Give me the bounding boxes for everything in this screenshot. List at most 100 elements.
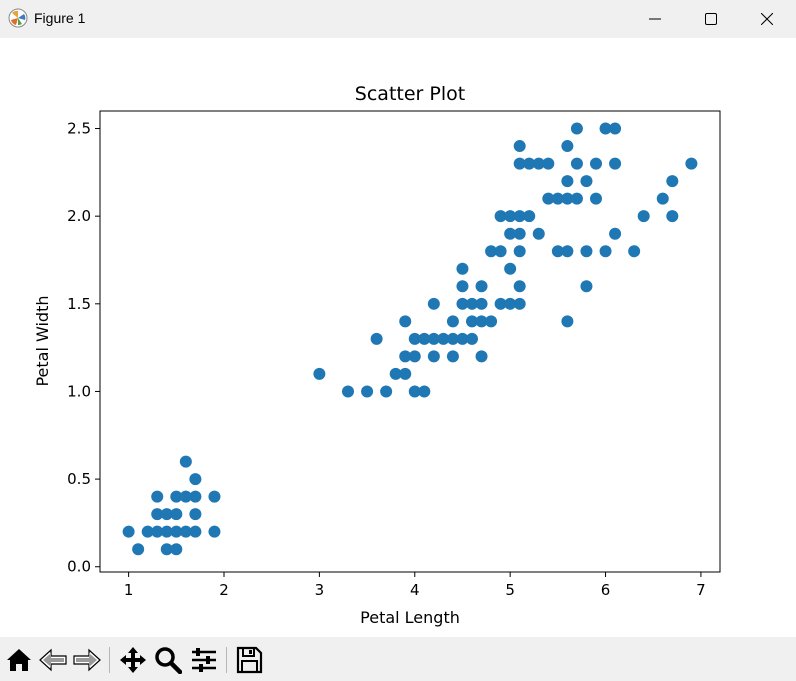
y-tick-label: 1.0 bbox=[67, 382, 91, 400]
zoom-button[interactable] bbox=[153, 645, 183, 675]
pan-move-icon bbox=[120, 647, 146, 673]
data-point bbox=[418, 385, 431, 398]
data-point bbox=[590, 192, 602, 205]
data-point bbox=[427, 350, 440, 363]
data-point bbox=[513, 280, 526, 293]
data-point bbox=[160, 508, 173, 521]
data-point bbox=[446, 315, 459, 328]
data-point bbox=[141, 525, 154, 538]
x-tick-label: 5 bbox=[505, 581, 515, 599]
data-point bbox=[504, 262, 517, 275]
data-point bbox=[399, 350, 412, 363]
data-point bbox=[170, 525, 183, 538]
data-point bbox=[485, 245, 498, 258]
data-point bbox=[170, 543, 183, 556]
x-tick-label: 3 bbox=[315, 581, 325, 599]
window-titlebar: Figure 1 bbox=[0, 0, 796, 38]
data-point bbox=[561, 192, 574, 205]
data-point bbox=[475, 315, 488, 328]
back-arrow-icon bbox=[39, 648, 67, 672]
data-point bbox=[408, 350, 421, 363]
data-point bbox=[494, 245, 507, 258]
window-title: Figure 1 bbox=[34, 10, 86, 26]
x-tick-label: 7 bbox=[696, 581, 706, 599]
data-points bbox=[122, 122, 698, 556]
data-point bbox=[609, 122, 622, 135]
x-tick-label: 4 bbox=[410, 581, 420, 599]
minimize-button[interactable] bbox=[626, 0, 684, 38]
data-point bbox=[485, 315, 498, 328]
data-point bbox=[628, 245, 641, 258]
forward-arrow-icon bbox=[73, 648, 101, 672]
data-point bbox=[513, 297, 526, 310]
back-button[interactable] bbox=[38, 645, 68, 675]
data-point bbox=[666, 175, 679, 188]
y-axis-label: Petal Width bbox=[33, 295, 52, 386]
data-point bbox=[542, 157, 555, 170]
data-point bbox=[599, 245, 612, 258]
data-point bbox=[580, 245, 593, 258]
y-tick-label: 2.0 bbox=[67, 207, 91, 225]
y-tick-label: 0.5 bbox=[67, 470, 91, 488]
data-point bbox=[570, 157, 583, 170]
data-point bbox=[475, 280, 488, 293]
home-button[interactable] bbox=[4, 645, 34, 675]
y-tick-label: 2.5 bbox=[67, 120, 91, 138]
data-point bbox=[513, 140, 526, 153]
data-point bbox=[561, 140, 574, 153]
data-point bbox=[446, 332, 459, 345]
data-point bbox=[504, 210, 517, 223]
minimize-icon bbox=[649, 18, 661, 20]
data-point bbox=[160, 525, 173, 538]
data-point bbox=[456, 280, 469, 293]
data-point bbox=[370, 332, 383, 345]
data-point bbox=[551, 192, 564, 205]
data-point bbox=[666, 210, 679, 223]
data-point bbox=[361, 385, 374, 398]
x-axis-ticks: 1 2 3 4 5 6 7 bbox=[124, 572, 706, 599]
save-button[interactable] bbox=[234, 645, 264, 675]
data-point bbox=[475, 350, 488, 363]
data-point bbox=[389, 367, 402, 380]
toolbar-separator bbox=[109, 647, 110, 673]
data-point bbox=[504, 297, 517, 310]
data-point bbox=[170, 508, 183, 521]
data-point bbox=[170, 490, 183, 503]
data-point bbox=[466, 315, 478, 328]
data-point bbox=[437, 332, 450, 345]
data-point bbox=[427, 332, 440, 345]
data-point bbox=[132, 543, 145, 556]
matplotlib-logo-icon bbox=[8, 8, 28, 28]
chart-title: Scatter Plot bbox=[355, 83, 465, 105]
data-point bbox=[590, 157, 602, 170]
configure-subplots-button[interactable] bbox=[189, 645, 219, 675]
data-point bbox=[466, 297, 478, 310]
data-point bbox=[551, 245, 564, 258]
data-point bbox=[189, 508, 202, 521]
data-point bbox=[504, 227, 517, 240]
maximize-button[interactable] bbox=[682, 0, 740, 38]
data-point bbox=[532, 227, 545, 240]
data-point bbox=[189, 473, 202, 486]
data-point bbox=[523, 157, 536, 170]
data-point bbox=[160, 543, 173, 556]
navigation-toolbar bbox=[0, 637, 796, 681]
pan-button[interactable] bbox=[118, 645, 148, 675]
data-point bbox=[208, 490, 221, 503]
data-point bbox=[580, 175, 593, 188]
data-point bbox=[189, 525, 202, 538]
close-button[interactable] bbox=[738, 0, 796, 38]
close-icon bbox=[761, 13, 773, 25]
save-floppy-icon bbox=[236, 646, 263, 674]
y-tick-label: 1.5 bbox=[67, 295, 91, 313]
data-point bbox=[208, 525, 221, 538]
data-point bbox=[513, 157, 526, 170]
x-axis-label: Petal Length bbox=[360, 608, 460, 627]
plot-frame bbox=[99, 110, 721, 573]
forward-button[interactable] bbox=[72, 645, 102, 675]
data-point bbox=[513, 245, 526, 258]
home-icon bbox=[7, 649, 31, 671]
data-point bbox=[399, 315, 412, 328]
